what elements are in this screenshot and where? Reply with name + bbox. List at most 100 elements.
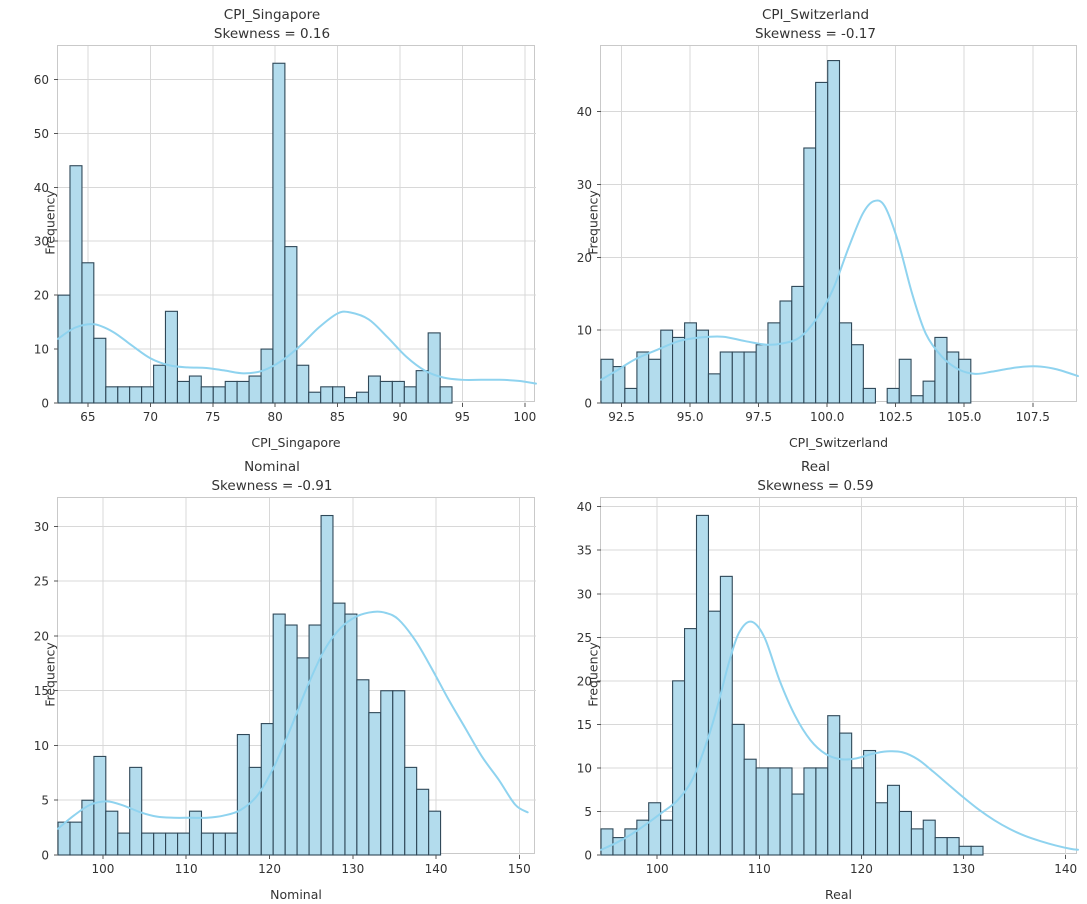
histogram-bar bbox=[81, 262, 95, 404]
histogram-bar bbox=[767, 767, 781, 856]
y-tick-label: 20 bbox=[34, 289, 49, 303]
x-tick-label: 102.5 bbox=[879, 410, 913, 424]
histogram-bar bbox=[427, 332, 441, 404]
histogram-bar bbox=[922, 380, 936, 404]
histogram-bar bbox=[672, 680, 686, 856]
histogram-bar bbox=[368, 712, 382, 856]
histogram-bar bbox=[308, 391, 322, 404]
panel-title: CPI_Singapore Skewness = 0.16 bbox=[213, 7, 331, 43]
histogram-bar bbox=[117, 832, 131, 856]
histogram-bar bbox=[69, 165, 83, 404]
histogram-bar bbox=[141, 832, 155, 856]
x-tick-label: 150 bbox=[508, 862, 531, 876]
histogram-bar bbox=[791, 793, 805, 856]
histogram-bar bbox=[743, 351, 757, 404]
histogram-bar bbox=[863, 749, 877, 856]
histogram-bar bbox=[672, 336, 686, 404]
histogram-bar bbox=[731, 723, 745, 856]
histogram-bar bbox=[600, 828, 614, 856]
kde-curve bbox=[600, 620, 1079, 851]
x-tick-label: 105.0 bbox=[947, 410, 981, 424]
histogram-bar bbox=[379, 380, 393, 404]
histogram-bar bbox=[416, 788, 430, 856]
histogram-bar bbox=[719, 575, 733, 856]
y-tick-label: 30 bbox=[34, 520, 49, 534]
histogram-bar bbox=[439, 386, 453, 404]
y-tick-label: 0 bbox=[584, 849, 592, 863]
x-tick-label: 100.0 bbox=[810, 410, 844, 424]
histogram-bar bbox=[660, 819, 674, 856]
histogram-bar bbox=[344, 613, 358, 856]
histogram-bar bbox=[946, 351, 960, 404]
x-tick-label: 100 bbox=[646, 862, 669, 876]
histogram-bar bbox=[946, 837, 960, 856]
histogram-bar bbox=[779, 767, 793, 856]
x-axis-label: Real bbox=[825, 887, 852, 902]
histogram-bar bbox=[827, 60, 841, 404]
y-tick-label: 25 bbox=[34, 575, 49, 589]
y-tick-label: 40 bbox=[577, 500, 592, 514]
histogram-bar bbox=[200, 832, 214, 856]
histogram-bar bbox=[815, 767, 829, 856]
histogram-bar bbox=[636, 351, 650, 404]
histogram-bar bbox=[404, 766, 418, 856]
histogram-bar bbox=[391, 380, 405, 404]
panel-title: Real Skewness = 0.59 bbox=[757, 459, 874, 495]
y-tick-label: 20 bbox=[577, 674, 592, 688]
y-tick-label: 0 bbox=[41, 849, 49, 863]
histogram-bar bbox=[875, 802, 889, 856]
histogram-bar bbox=[272, 613, 286, 856]
histogram-bar bbox=[212, 832, 226, 856]
y-tick-label: 15 bbox=[34, 684, 49, 698]
histogram-bar bbox=[236, 380, 250, 404]
histogram-bar bbox=[403, 386, 417, 404]
y-axis-label: Frequency bbox=[585, 189, 601, 255]
histogram-bar bbox=[153, 832, 167, 856]
histogram-bar bbox=[320, 514, 334, 856]
x-tick-label: 92.5 bbox=[608, 410, 635, 424]
y-tick-label: 0 bbox=[584, 397, 592, 411]
y-axis-label: Frequency bbox=[585, 641, 601, 707]
histogram-bar bbox=[886, 784, 901, 856]
histogram-bar bbox=[153, 364, 167, 404]
plot-area: 100 110 120 130 140 150 0 5 10 15 20 25 30 bbox=[34, 497, 536, 876]
histogram-bar bbox=[117, 386, 131, 404]
y-tick-label: 40 bbox=[34, 181, 49, 195]
histogram-bar bbox=[260, 348, 274, 404]
y-tick-label: 35 bbox=[577, 544, 592, 558]
histogram-bar bbox=[862, 387, 876, 404]
panel-real: Real Skewness = 0.59 100 110 120 130 140 0 5 10… bbox=[544, 452, 1087, 904]
histogram-bar bbox=[355, 391, 370, 404]
y-tick-label: 15 bbox=[577, 718, 592, 732]
histogram-bar bbox=[415, 370, 429, 404]
histogram-bar bbox=[57, 294, 71, 404]
histogram-bar bbox=[755, 767, 769, 856]
histogram-bar bbox=[129, 386, 143, 404]
histogram-bar bbox=[236, 733, 250, 856]
x-tick-label: 130 bbox=[341, 862, 364, 876]
histogram-bars bbox=[600, 60, 972, 404]
x-tick-label: 85 bbox=[330, 410, 345, 424]
histogram-bar bbox=[922, 819, 936, 856]
x-tick-label: 110 bbox=[175, 862, 198, 876]
histogram-bar bbox=[851, 767, 865, 856]
histogram-bar bbox=[660, 329, 674, 404]
x-tick-label: 120 bbox=[850, 862, 873, 876]
y-tick-label: 20 bbox=[34, 629, 49, 643]
histogram-bar bbox=[958, 845, 972, 856]
histogram-bar bbox=[934, 336, 948, 404]
kde-curve bbox=[57, 310, 537, 385]
histogram-bar bbox=[428, 810, 442, 856]
y-tick-label: 30 bbox=[577, 178, 592, 192]
histogram-bar bbox=[958, 358, 972, 404]
histogram-bar bbox=[69, 821, 83, 856]
histogram-bar bbox=[779, 300, 793, 404]
plot-canvas: 100 110 120 130 140 0 5 10 15 20 25 30 35 40 bbox=[577, 498, 1079, 876]
histogram-bar bbox=[141, 386, 155, 404]
histogram-bar bbox=[898, 810, 912, 856]
x-tick-label: 75 bbox=[205, 410, 220, 424]
histogram-bar bbox=[695, 329, 710, 404]
histogram-bar bbox=[284, 624, 298, 856]
histogram-bar bbox=[827, 715, 841, 856]
